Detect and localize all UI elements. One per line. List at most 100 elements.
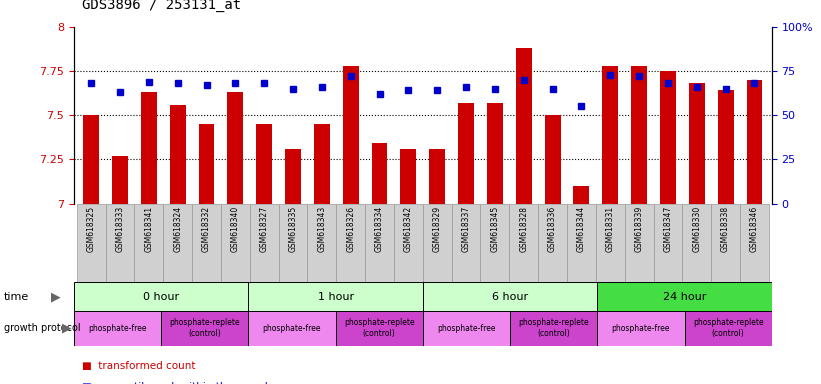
Bar xyxy=(423,311,510,346)
Text: GSM618343: GSM618343 xyxy=(318,206,327,252)
Text: GSM618339: GSM618339 xyxy=(635,206,644,252)
Bar xyxy=(83,115,99,204)
Bar xyxy=(538,204,567,282)
Bar xyxy=(221,204,250,282)
Text: GSM618344: GSM618344 xyxy=(577,206,586,252)
Text: GSM618328: GSM618328 xyxy=(519,206,528,252)
Text: GSM618334: GSM618334 xyxy=(375,206,384,252)
Text: GSM618347: GSM618347 xyxy=(663,206,672,252)
Text: GSM618331: GSM618331 xyxy=(606,206,615,252)
Text: GSM618335: GSM618335 xyxy=(288,206,297,252)
Bar xyxy=(336,311,423,346)
Bar xyxy=(343,66,359,204)
Bar xyxy=(429,149,445,204)
Bar xyxy=(625,204,654,282)
Bar xyxy=(227,92,243,204)
Bar xyxy=(746,80,763,204)
Bar xyxy=(394,204,423,282)
Text: ▶: ▶ xyxy=(51,290,61,303)
Bar xyxy=(685,311,772,346)
Bar xyxy=(285,149,301,204)
Bar xyxy=(112,156,128,204)
Text: GSM618333: GSM618333 xyxy=(116,206,125,252)
Text: 1 hour: 1 hour xyxy=(318,291,354,302)
Bar xyxy=(480,204,509,282)
Text: time: time xyxy=(4,291,30,302)
Bar xyxy=(574,186,589,204)
Bar xyxy=(337,204,365,282)
Bar xyxy=(248,311,336,346)
Bar xyxy=(598,311,685,346)
Bar xyxy=(660,71,676,204)
Text: phosphate-replete
(control): phosphate-replete (control) xyxy=(518,318,589,338)
Bar xyxy=(199,124,214,204)
Bar xyxy=(256,124,272,204)
Text: ■  transformed count: ■ transformed count xyxy=(82,361,195,371)
Bar xyxy=(314,124,330,204)
Text: GSM618346: GSM618346 xyxy=(750,206,759,252)
Text: GSM618326: GSM618326 xyxy=(346,206,355,252)
Bar xyxy=(248,282,423,311)
Text: 0 hour: 0 hour xyxy=(143,291,179,302)
Text: 24 hour: 24 hour xyxy=(663,291,706,302)
Text: ▶: ▶ xyxy=(62,322,71,335)
Bar xyxy=(596,204,625,282)
Text: GSM618338: GSM618338 xyxy=(721,206,730,252)
Text: GSM618342: GSM618342 xyxy=(404,206,413,252)
Bar xyxy=(567,204,596,282)
Bar xyxy=(689,83,704,204)
Bar xyxy=(516,48,532,204)
Bar xyxy=(106,204,135,282)
Text: growth protocol: growth protocol xyxy=(4,323,80,333)
Bar xyxy=(711,204,740,282)
Text: phosphate-replete
(control): phosphate-replete (control) xyxy=(693,318,764,338)
Text: GSM618340: GSM618340 xyxy=(231,206,240,252)
Bar xyxy=(163,204,192,282)
Text: ■  percentile rank within the sample: ■ percentile rank within the sample xyxy=(82,382,274,384)
Text: phosphate-free: phosphate-free xyxy=(263,324,321,333)
Bar xyxy=(365,204,394,282)
Text: GSM618345: GSM618345 xyxy=(490,206,499,252)
Bar xyxy=(161,311,249,346)
Text: GDS3896 / 253131_at: GDS3896 / 253131_at xyxy=(82,0,241,12)
Text: GSM618341: GSM618341 xyxy=(144,206,154,252)
Bar xyxy=(308,204,337,282)
Bar xyxy=(682,204,711,282)
Text: GSM618327: GSM618327 xyxy=(259,206,268,252)
Bar xyxy=(135,204,163,282)
Bar xyxy=(372,144,388,204)
Bar xyxy=(423,282,598,311)
Bar xyxy=(77,204,106,282)
Bar xyxy=(598,282,772,311)
Text: GSM618332: GSM618332 xyxy=(202,206,211,252)
Bar xyxy=(487,103,502,204)
Bar xyxy=(278,204,308,282)
Bar xyxy=(170,104,186,204)
Text: phosphate-free: phosphate-free xyxy=(88,324,147,333)
Text: GSM618325: GSM618325 xyxy=(87,206,96,252)
Bar xyxy=(509,204,538,282)
Text: GSM618329: GSM618329 xyxy=(433,206,442,252)
Bar xyxy=(141,92,157,204)
Bar xyxy=(544,115,561,204)
Text: phosphate-replete
(control): phosphate-replete (control) xyxy=(169,318,240,338)
Text: phosphate-replete
(control): phosphate-replete (control) xyxy=(344,318,415,338)
Text: GSM618324: GSM618324 xyxy=(173,206,182,252)
Bar xyxy=(603,66,618,204)
Bar xyxy=(452,204,480,282)
Bar xyxy=(423,204,452,282)
Text: GSM618336: GSM618336 xyxy=(548,206,557,252)
Bar xyxy=(654,204,682,282)
Bar xyxy=(192,204,221,282)
Bar xyxy=(401,149,416,204)
Text: phosphate-free: phosphate-free xyxy=(612,324,670,333)
Text: phosphate-free: phosphate-free xyxy=(437,324,496,333)
Bar xyxy=(74,311,161,346)
Bar xyxy=(250,204,278,282)
Bar xyxy=(510,311,598,346)
Bar xyxy=(74,282,248,311)
Bar xyxy=(718,91,733,204)
Text: GSM618330: GSM618330 xyxy=(692,206,701,252)
Bar xyxy=(631,66,647,204)
Bar xyxy=(740,204,768,282)
